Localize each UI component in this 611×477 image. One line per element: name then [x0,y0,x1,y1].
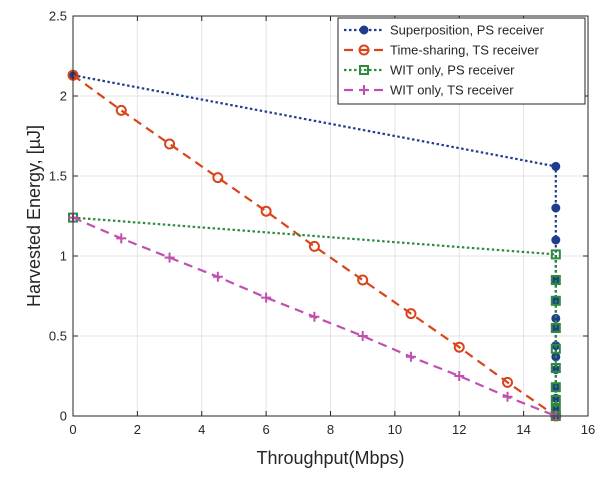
legend-label: WIT only, TS receiver [390,83,514,98]
data-point [551,235,561,245]
data-point [164,138,176,150]
data-point [550,275,561,285]
data-point [309,311,320,322]
legend-label: Time-sharing, TS receiver [390,43,539,58]
x-tick-label: 6 [263,422,270,437]
legend-marker [359,25,369,35]
data-point [550,323,561,333]
data-point [550,249,561,260]
data-point [260,205,272,217]
data-point [261,292,272,303]
data-point [405,308,417,320]
data-point [453,341,465,353]
x-tick-label: 16 [581,422,595,437]
y-tick-label: 2.5 [49,9,67,24]
y-tick-label: 1 [60,249,67,264]
legend-items: Superposition, PS receiver Time-sharing, … [344,23,545,98]
data-point [502,376,514,388]
data-point [212,271,223,282]
data-point [551,161,561,171]
x-axis-label: Throughput(Mbps) [256,448,404,468]
axis-ticks: 0 2 4 6 8 10 12 14 16 0 0.5 1 1.5 2 2.5 [49,9,595,438]
y-tick-label: 0.5 [49,329,67,344]
data-point [550,295,561,306]
y-axis-label: Harvested Energy, [µJ] [24,125,44,307]
data-point [551,203,561,213]
series-layer [67,69,562,422]
series-4 [68,212,561,421]
series-line [72,216,557,416]
data-point [115,104,127,116]
series-2 [67,69,562,422]
legend-item: WIT only, PS receiver [344,63,515,78]
data-point [550,382,561,393]
data-point [550,343,561,354]
data-point [212,172,224,184]
legend-item: Superposition, PS receiver [344,23,545,38]
data-point [550,363,561,373]
legend-label: WIT only, PS receiver [390,63,515,78]
x-tick-label: 10 [388,422,402,437]
legend-marker [359,85,369,95]
legend-item: WIT only, TS receiver [344,83,514,98]
legend-marker [359,65,369,75]
data-point [502,391,513,402]
data-point [454,371,465,381]
data-point [308,240,320,252]
legend-marker [358,44,370,56]
data-point [164,252,175,263]
data-point [357,274,369,286]
legend: Superposition, PS receiver Time-sharing, … [337,17,586,105]
y-tick-label: 1.5 [49,169,67,184]
legend-item: Time-sharing, TS receiver [344,43,539,58]
x-tick-label: 8 [327,422,334,437]
x-tick-label: 4 [198,422,205,437]
x-tick-label: 2 [134,422,141,437]
data-point [550,395,561,405]
series-line [72,74,557,417]
series-1 [68,70,561,421]
data-point [357,331,368,341]
x-tick-label: 12 [452,422,466,437]
data-point [116,233,127,244]
y-tick-label: 2 [60,89,67,104]
y-tick-label: 0 [60,409,67,424]
legend-label: Superposition, PS receiver [390,23,545,38]
x-tick-label: 0 [69,422,76,437]
data-point [405,351,416,362]
x-tick-label: 14 [516,422,530,437]
